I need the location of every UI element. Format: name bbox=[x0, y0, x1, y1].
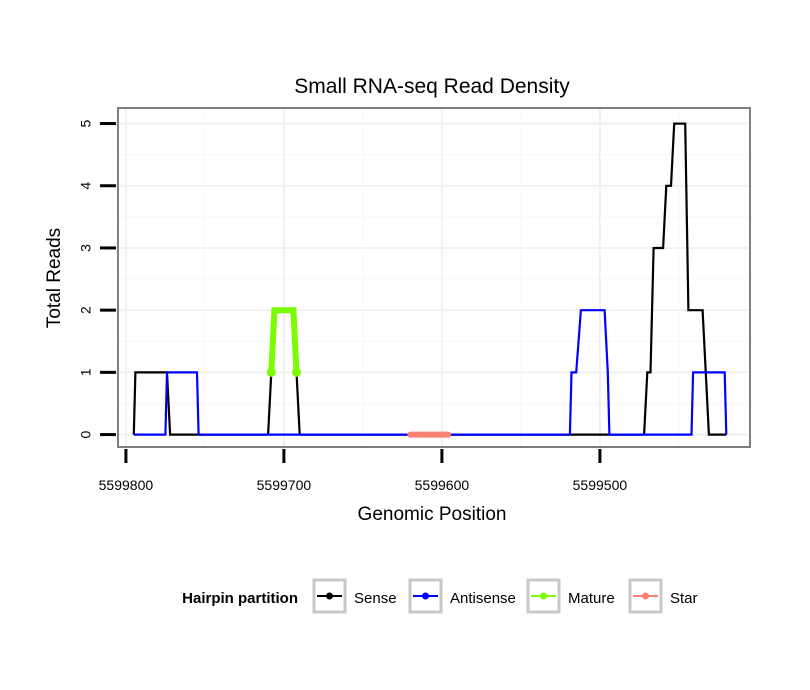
legend-label-star: Star bbox=[670, 590, 698, 607]
legend-label-mature: Mature bbox=[568, 590, 615, 607]
y-tick-label: 3 bbox=[78, 244, 94, 252]
legend-label-antisense: Antisense bbox=[450, 590, 516, 607]
legend-label-sense: Sense bbox=[354, 590, 397, 607]
series-point-mature bbox=[266, 367, 276, 377]
x-tick-label: 5599700 bbox=[257, 477, 312, 493]
y-axis: 0 1 2 3 4 5 bbox=[78, 119, 116, 438]
series-point-mature bbox=[292, 367, 302, 377]
chart-title: Small RNA-seq Read Density bbox=[294, 75, 570, 98]
plot-background bbox=[118, 108, 750, 447]
legend-title: Hairpin partition bbox=[182, 590, 298, 607]
legend-marker-mature bbox=[540, 592, 547, 600]
series-line-mature bbox=[268, 307, 300, 373]
y-tick-label: 5 bbox=[78, 119, 94, 127]
legend: Hairpin partition Sense Antisense Mature St… bbox=[182, 578, 698, 614]
series-line-antisense bbox=[133, 309, 728, 436]
x-axis-label: Genomic Position bbox=[358, 504, 507, 525]
legend-marker-antisense bbox=[422, 592, 429, 600]
x-tick-label: 5599500 bbox=[573, 477, 628, 493]
x-tick-label: 5599800 bbox=[99, 477, 154, 493]
y-tick-label: 1 bbox=[78, 368, 94, 376]
y-tick-label: 2 bbox=[78, 306, 94, 314]
series-layer bbox=[132, 122, 728, 438]
legend-marker-star bbox=[642, 592, 649, 600]
x-tick-label: 5599600 bbox=[415, 477, 470, 493]
grid bbox=[118, 108, 750, 447]
legend-marker-sense bbox=[326, 592, 333, 600]
y-tick-label: 0 bbox=[78, 430, 94, 438]
plot-border bbox=[117, 107, 751, 448]
y-tick-label: 4 bbox=[78, 182, 94, 190]
y-axis-label: Total Reads bbox=[44, 228, 65, 328]
x-axis: 5599800 5599700 5599600 5599500 bbox=[99, 449, 628, 493]
